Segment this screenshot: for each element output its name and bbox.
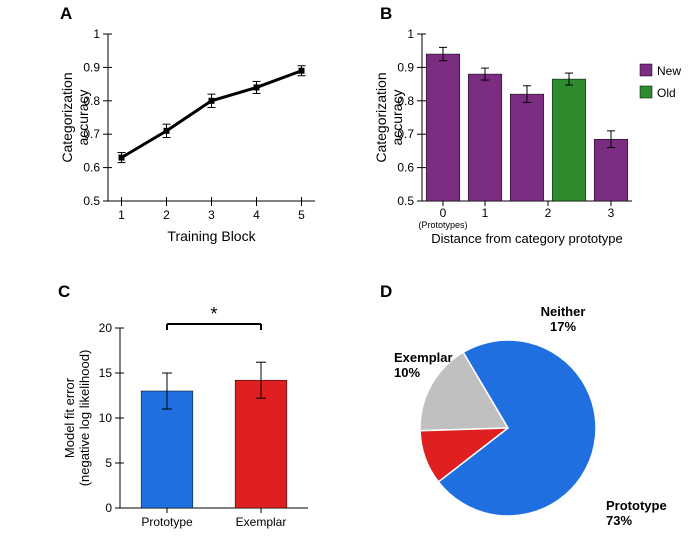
xtick-label: 1	[482, 206, 489, 220]
xtick-label: 2	[545, 206, 552, 220]
ytick-label: 0.9	[397, 60, 414, 74]
bar	[426, 54, 460, 201]
panel-label-a: A	[60, 4, 72, 24]
xtick-label: 5	[298, 208, 305, 222]
ytick-label: 0	[105, 501, 112, 515]
xtick-label: Prototype	[141, 515, 193, 529]
ytick-label: 1	[93, 27, 100, 41]
x-axis-title: Training Block	[167, 228, 256, 244]
legend-label: Old	[657, 86, 676, 100]
panel-label-c: C	[58, 282, 70, 302]
x-axis-title: Distance from category prototype	[431, 231, 622, 246]
data-marker	[254, 84, 260, 90]
ytick-label: 1	[407, 27, 414, 41]
xtick-label: 3	[608, 206, 615, 220]
y-axis-title: Model fit error(negative log likelihood)	[62, 350, 92, 487]
xtick-label: 3	[208, 208, 215, 222]
bar	[468, 74, 502, 201]
pie-label: Prototype73%	[606, 498, 667, 528]
xtick-label: Exemplar	[236, 515, 287, 529]
ytick-label: 5	[105, 456, 112, 470]
ytick-label: 0.9	[83, 60, 100, 74]
panel-label-b: B	[380, 4, 392, 24]
chart-b: 0.50.60.70.80.910123(Prototypes)Categori…	[372, 24, 692, 249]
chart-d: Neither17%Exemplar10%Prototype73%	[378, 298, 688, 546]
bar	[594, 139, 628, 201]
xtick-label: 0	[440, 206, 447, 220]
y-axis-title: Categorizationaccuracy	[60, 72, 91, 162]
line-series	[122, 71, 302, 158]
ytick-label: 10	[99, 411, 113, 425]
xtick-label: 4	[253, 208, 260, 222]
legend-label: New	[657, 64, 681, 78]
bar	[552, 79, 586, 201]
data-marker	[164, 128, 170, 134]
xtick-label: 2	[163, 208, 170, 222]
ytick-label: 0.5	[397, 194, 414, 208]
xtick-sublabel: (Prototypes)	[418, 220, 467, 230]
signif-marker: *	[210, 304, 217, 324]
y-axis-title: Categorizationaccuracy	[373, 72, 405, 162]
chart-a: 0.50.60.70.80.9112345Categorizationaccur…	[60, 24, 325, 249]
ytick-label: 0.5	[83, 194, 100, 208]
xtick-label: 1	[118, 208, 125, 222]
data-marker	[209, 98, 215, 104]
ytick-label: 0.6	[83, 161, 100, 175]
ytick-label: 15	[99, 366, 113, 380]
pie-label: Neither17%	[541, 304, 586, 334]
bar	[235, 380, 287, 508]
legend-swatch	[640, 64, 652, 76]
data-marker	[119, 155, 125, 161]
ytick-label: 0.6	[397, 161, 414, 175]
data-marker	[299, 68, 305, 74]
chart-c: 0 5 10 15 20 Prototype Exemplar * Model fit erro…	[58, 300, 318, 538]
legend-swatch	[640, 86, 652, 98]
bar	[510, 94, 544, 201]
ytick-label: 20	[99, 321, 113, 335]
